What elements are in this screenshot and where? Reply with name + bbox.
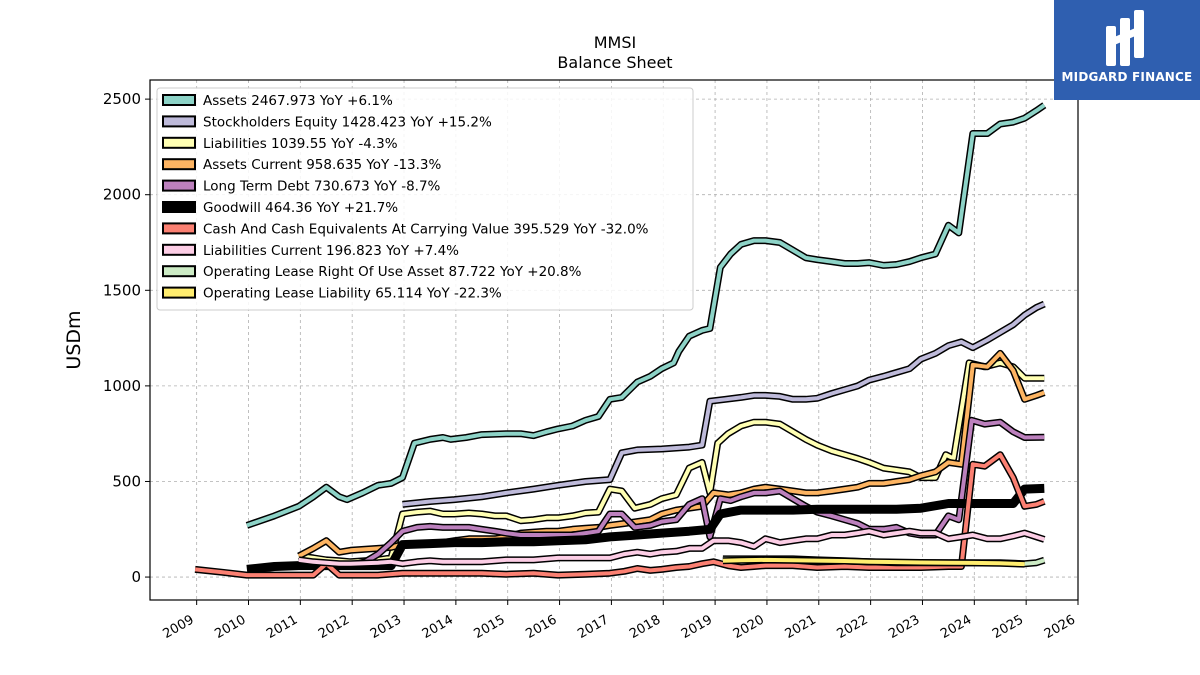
legend-label-liabilities: Liabilities 1039.55 YoY -4.3% xyxy=(203,136,398,152)
y-tick-label-1: 500 xyxy=(112,472,141,490)
x-tick-label-17: 2026 xyxy=(1042,612,1078,642)
series-line-assets xyxy=(246,103,1046,528)
x-tick-label-0: 2009 xyxy=(160,612,196,642)
y-tick-label-4: 2000 xyxy=(103,186,141,204)
x-tick-label-13: 2022 xyxy=(834,612,870,642)
plot-frame xyxy=(149,79,1079,601)
legend-label-cash-and-cash-equivalents-at-carrying-value: Cash And Cash Equivalents At Carrying Va… xyxy=(203,221,649,237)
series-line-stockholders-equity xyxy=(402,302,1046,507)
y-tick-label-3: 1500 xyxy=(103,281,141,299)
legend-swatch-cash-and-cash-equivalents-at-carrying-value xyxy=(162,222,196,235)
y-tick-label-0: 0 xyxy=(131,568,141,586)
series-line-liabilities xyxy=(298,360,1045,564)
legend-label-liabilities-current: Liabilities Current 196.823 YoY +7.4% xyxy=(203,243,459,259)
series-line-cash-and-cash-equivalents-at-carrying-value xyxy=(194,452,1046,578)
legend-label-long-term-debt: Long Term Debt 730.673 YoY -8.7% xyxy=(203,179,441,195)
legend-swatch-assets xyxy=(162,94,196,106)
chart-subtitle: Balance Sheet xyxy=(557,53,672,72)
x-tick-label-16: 2025 xyxy=(990,612,1026,642)
x-tick-label-8: 2017 xyxy=(575,612,611,642)
y-axis-label: USDm xyxy=(63,310,85,369)
x-tick-label-14: 2023 xyxy=(886,612,922,642)
legend-swatch-long-term-debt xyxy=(162,179,196,192)
x-tick-label-7: 2016 xyxy=(523,612,559,642)
legend-box xyxy=(156,87,694,311)
legend-label-operating-lease-right-of-use-asset: Operating Lease Right Of Use Asset 87.72… xyxy=(203,264,582,280)
series-line-operating-lease-liability xyxy=(722,557,1025,567)
x-tick-label-10: 2019 xyxy=(679,612,715,642)
x-tick-label-2: 2011 xyxy=(264,612,300,642)
series-lines xyxy=(194,102,1047,579)
legend-swatch-operating-lease-liability xyxy=(162,286,196,299)
series-line-liabilities-current xyxy=(298,529,1045,566)
legend: Assets 2467.973 YoY +6.1% Stockholders Eq… xyxy=(156,87,694,311)
midgard-finance-logo: MIDGARD FINANCE xyxy=(1054,0,1200,100)
legend-label-assets-current: Assets Current 958.635 YoY -13.3% xyxy=(203,157,442,173)
y-tick-label-2: 1000 xyxy=(103,377,141,395)
x-tick-label-15: 2024 xyxy=(938,612,974,642)
legend-label-goodwill: Goodwill 464.36 YoY +21.7% xyxy=(203,200,398,216)
chart-title: MMSI xyxy=(594,33,636,52)
x-tick-label-1: 2010 xyxy=(212,612,248,642)
logo-text: MIDGARD FINANCE xyxy=(1061,70,1193,84)
x-tick-label-5: 2014 xyxy=(420,612,456,642)
legend-swatch-stockholders-equity xyxy=(162,115,196,128)
y-tick-label-5: 2500 xyxy=(103,90,141,108)
x-tick-label-9: 2018 xyxy=(627,612,663,642)
legend-swatch-liabilities xyxy=(162,136,196,149)
legend-swatch-assets-current xyxy=(162,158,196,171)
x-tick-label-12: 2021 xyxy=(783,612,819,642)
x-tick-label-11: 2020 xyxy=(731,612,767,642)
legend-label-stockholders-equity: Stockholders Equity 1428.423 YoY +15.2% xyxy=(203,114,492,130)
legend-label-assets: Assets 2467.973 YoY +6.1% xyxy=(203,93,393,109)
legend-swatch-operating-lease-right-of-use-asset xyxy=(162,265,196,278)
x-tick-label-3: 2012 xyxy=(316,612,352,642)
series-outline-stockholders-equity xyxy=(402,300,1046,508)
series-line-goodwill xyxy=(246,483,1045,574)
x-tick-label-4: 2013 xyxy=(368,612,404,642)
legend-swatch-goodwill xyxy=(162,201,196,213)
legend-swatch-liabilities-current xyxy=(162,243,196,256)
legend-label-operating-lease-liability: Operating Lease Liability 65.114 YoY -22… xyxy=(203,286,502,302)
midgard-logo-icon xyxy=(1106,10,1144,66)
x-tick-label-6: 2015 xyxy=(472,612,508,642)
